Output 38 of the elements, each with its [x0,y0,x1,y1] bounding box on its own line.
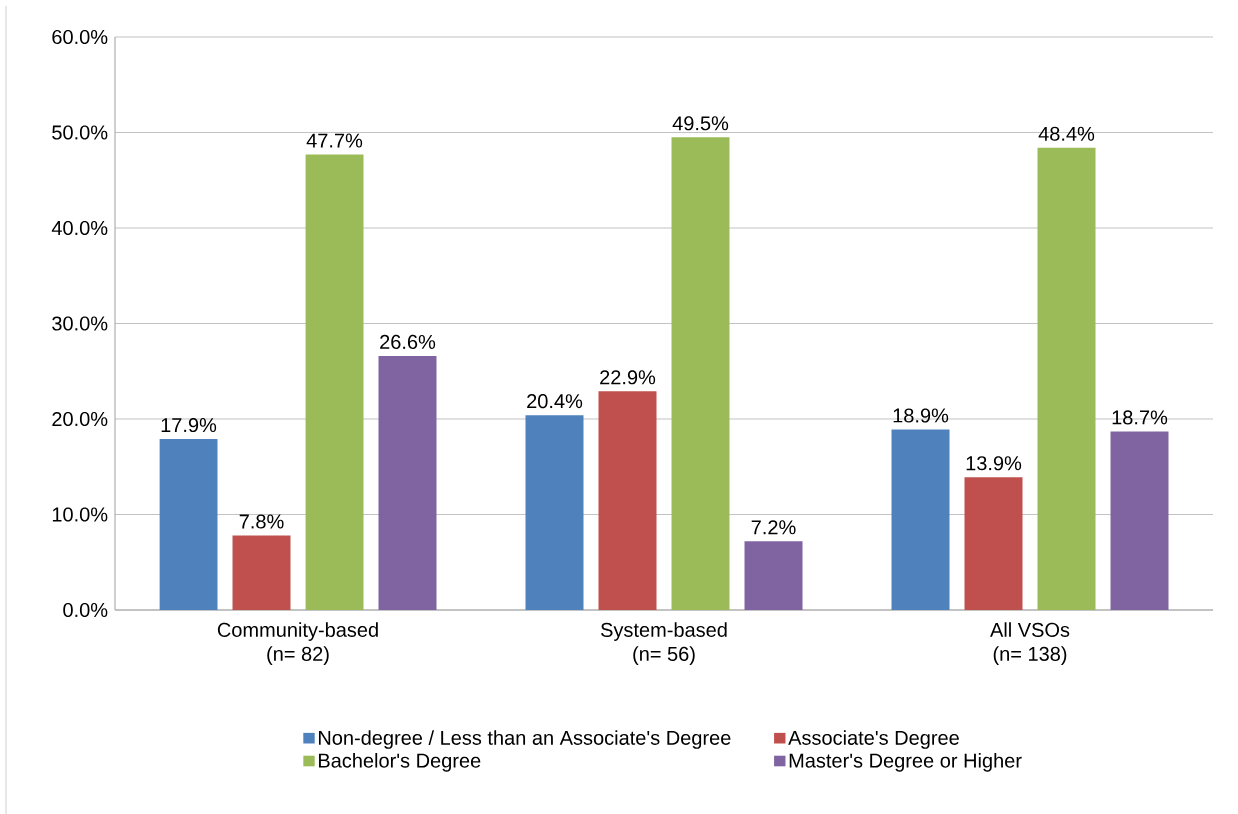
bar [305,154,364,610]
legend-label: Master's Degree or Higher [789,753,1022,772]
x-tick-label: All VSOs (n= 138) [990,622,1070,665]
bar [671,137,730,610]
bar [891,429,950,610]
bar [964,477,1023,610]
x-tick-label: Community-based (n= 82) [217,622,378,665]
y-tick-label: 10.0% [52,507,108,522]
bar [1037,147,1096,610]
legend-label: Associate's Degree [788,730,959,749]
y-tick-label: 30.0% [52,316,108,331]
bar [232,535,291,610]
legend-label: Non-degree / Less than an Associate's Degree [318,730,731,749]
bar [598,391,657,610]
legend-label: Bachelor's Degree [318,753,481,772]
data-label: 13.9% [966,456,1022,471]
bar [744,541,803,610]
bar [378,355,437,610]
bar [1110,431,1169,610]
y-tick-label: 0.0% [63,602,108,618]
y-tick-label: 20.0% [52,411,108,427]
data-label: 18.7% [1112,410,1168,425]
data-label: 7.2% [751,520,796,535]
data-label: 7.8% [239,514,284,529]
data-label: 17.9% [161,417,217,433]
data-label: 48.4% [1038,126,1095,141]
y-tick-label: 40.0% [51,220,108,236]
bar [525,415,584,610]
data-label: 26.6% [380,334,436,350]
bar [159,439,218,610]
data-label: 47.7% [306,133,363,148]
data-label: 20.4% [527,394,583,409]
data-label: 49.5% [672,116,729,131]
data-label: 22.9% [600,370,656,385]
y-tick-label: 50.0% [52,125,108,140]
x-tick-label: System-based (n= 56) [600,622,727,665]
y-tick-label: 60.0% [52,29,108,45]
data-label: 18.9% [893,408,949,423]
